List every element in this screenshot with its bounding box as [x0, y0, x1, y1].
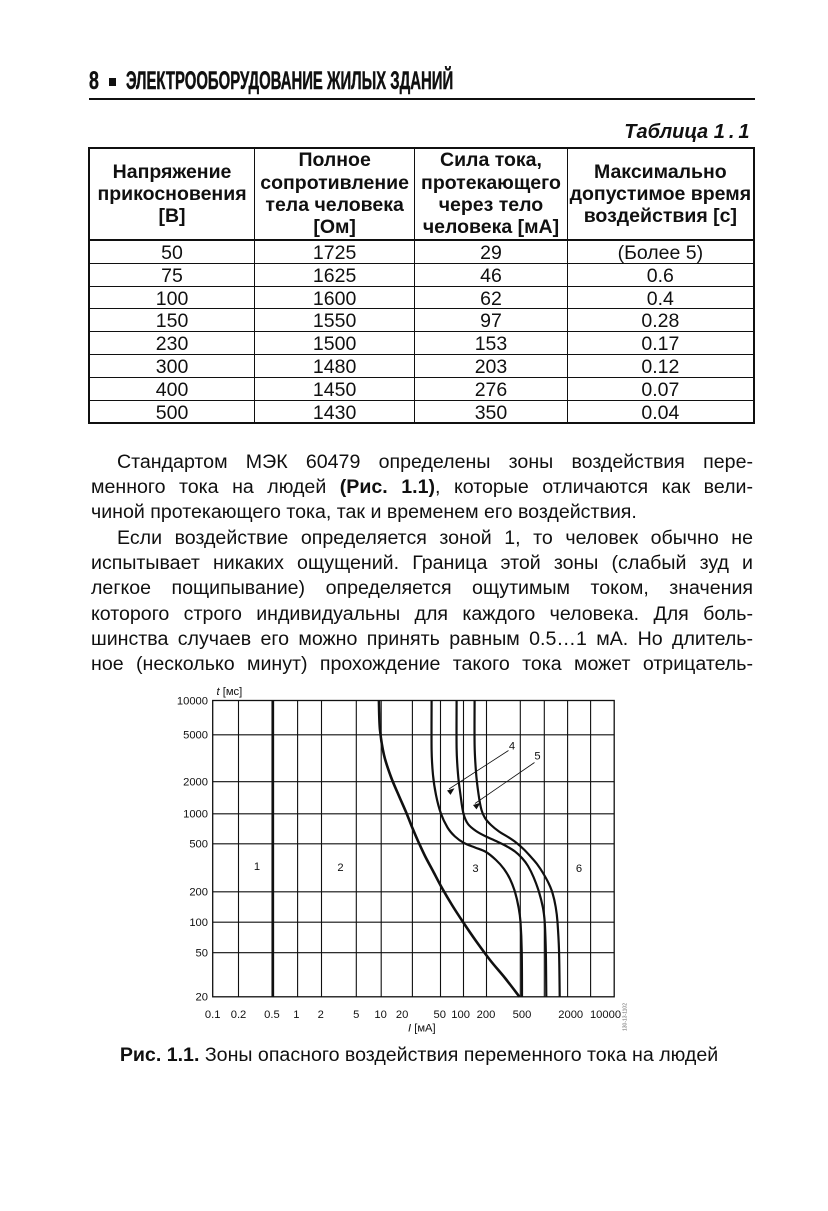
svg-text:1: 1: [293, 1009, 299, 1021]
svg-text:50: 50: [196, 948, 208, 960]
svg-text:6: 6: [576, 863, 582, 875]
svg-text:2000: 2000: [558, 1009, 583, 1021]
svg-text:130-13-1102: 130-13-1102: [623, 1003, 629, 1031]
svg-text:10000: 10000: [177, 695, 208, 707]
svg-text:3: 3: [472, 863, 478, 875]
svg-text:200: 200: [189, 887, 208, 899]
svg-text:t [мс]: t [мс]: [217, 686, 243, 698]
svg-text:200: 200: [477, 1009, 496, 1021]
svg-text:0.5: 0.5: [264, 1009, 280, 1021]
svg-text:500: 500: [189, 839, 208, 851]
svg-text:I [мА]: I [мА]: [408, 1023, 436, 1035]
svg-text:1000: 1000: [183, 809, 208, 821]
svg-text:100: 100: [451, 1009, 470, 1021]
svg-text:2: 2: [318, 1009, 324, 1021]
svg-text:50: 50: [433, 1009, 445, 1021]
svg-text:1: 1: [254, 861, 260, 873]
svg-text:4: 4: [509, 741, 515, 753]
svg-text:2000: 2000: [183, 777, 208, 789]
svg-text:0.1: 0.1: [205, 1009, 221, 1021]
svg-text:0.2: 0.2: [231, 1009, 247, 1021]
svg-text:2: 2: [337, 862, 343, 874]
svg-text:5000: 5000: [183, 730, 208, 742]
svg-text:100: 100: [189, 917, 208, 929]
svg-text:5: 5: [534, 751, 540, 763]
svg-text:10: 10: [374, 1009, 386, 1021]
svg-text:20: 20: [396, 1009, 408, 1021]
svg-text:20: 20: [196, 992, 208, 1004]
svg-text:5: 5: [353, 1009, 359, 1021]
svg-text:10000: 10000: [590, 1009, 621, 1021]
svg-text:500: 500: [513, 1009, 532, 1021]
